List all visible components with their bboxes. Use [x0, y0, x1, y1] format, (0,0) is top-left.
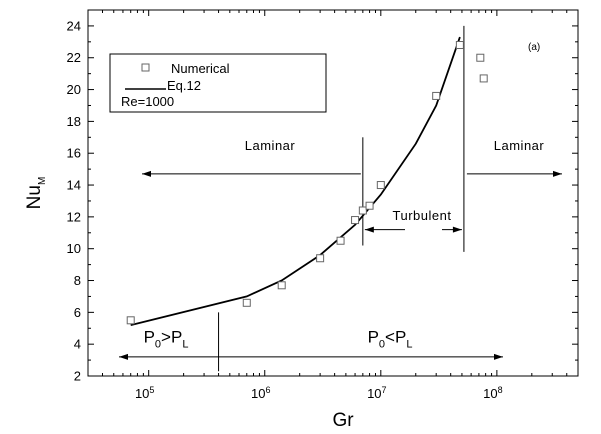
- x-axis: 105 106 107 108: [87, 10, 579, 401]
- numerical-point: [476, 53, 485, 62]
- x-tick-label-base: 10: [251, 386, 265, 401]
- y-tick-label: 22: [67, 50, 81, 65]
- pressure-left-label-part: P: [171, 328, 182, 347]
- y-tick-label: 8: [74, 273, 81, 288]
- numerical-point: [351, 216, 360, 225]
- plot-frame: [87, 9, 579, 377]
- x-tick-label: 107: [367, 385, 386, 401]
- pressure-left-label-part: P: [144, 328, 155, 347]
- legend-label-eq12: Eq.12: [167, 78, 201, 93]
- y-tick-label: 18: [67, 114, 81, 129]
- x-tick-label: 105: [135, 385, 154, 401]
- legend: Numerical Eq.12 Re=1000: [109, 53, 327, 113]
- series-eq12: [130, 36, 461, 326]
- legend-label-re: Re=1000: [121, 94, 174, 109]
- numerical-point: [316, 254, 325, 263]
- x-tick-label-exponent: 6: [265, 385, 270, 395]
- pressure-right-label-part: L: [406, 339, 412, 351]
- x-tick-label-base: 10: [483, 386, 497, 401]
- pressure-right-label-part: P: [368, 328, 379, 347]
- y-tick-label: 6: [74, 305, 81, 320]
- turbulent-label: Turbulent: [393, 208, 452, 223]
- numerical-point: [277, 281, 286, 290]
- pressure-left-label-part: 0: [155, 339, 161, 351]
- x-tick-label-exponent: 8: [498, 385, 503, 395]
- x-tick-label: 106: [251, 385, 270, 401]
- y-tick-label: 4: [74, 337, 81, 352]
- pressure-right-label: P0<PL: [368, 328, 413, 351]
- turbulent-arrow-right-head: [452, 226, 462, 233]
- numerical-point: [432, 91, 441, 100]
- laminar-left-label: Laminar: [245, 138, 296, 153]
- x-tick-label-base: 10: [367, 386, 381, 401]
- numerical-point: [242, 298, 251, 307]
- laminar-left-arrow-head: [142, 170, 151, 177]
- x-tick-label-exponent: 7: [382, 385, 387, 395]
- y-axis-title-sub: M: [37, 177, 48, 185]
- legend-label-numerical: Numerical: [171, 61, 230, 76]
- y-tick-label: 24: [67, 18, 81, 33]
- x-axis-title: Gr: [332, 410, 354, 431]
- pressure-right-label-part: <: [385, 328, 395, 347]
- x-tick-label-base: 10: [135, 386, 149, 401]
- x-tick-label-exponent: 5: [149, 385, 154, 395]
- numerical-point: [358, 206, 367, 215]
- numerical-point: [336, 236, 345, 245]
- panel-label: (a): [528, 42, 540, 53]
- laminar-right-label: Laminar: [494, 138, 545, 153]
- numerical-point: [376, 181, 385, 190]
- pressure-left-label: P0>PL: [144, 328, 189, 351]
- eq12-line: [130, 36, 461, 326]
- numerical-point: [126, 316, 135, 325]
- pressure-left-arrow-head: [119, 353, 128, 360]
- pressure-right-label-part: 0: [379, 339, 385, 351]
- numerical-point: [365, 201, 374, 210]
- x-tick-label: 108: [483, 385, 502, 401]
- series-numerical: [126, 41, 488, 325]
- numerical-point: [479, 74, 488, 83]
- turbulent-arrow-left-head: [364, 226, 374, 233]
- y-tick-label: 16: [67, 146, 81, 161]
- y-axis-title-main: Nu: [24, 185, 45, 209]
- pressure-left-label-part: >: [161, 328, 171, 347]
- laminar-right-arrow-head: [553, 170, 562, 177]
- y-tick-label: 10: [67, 241, 81, 256]
- pressure-left-label-part: L: [182, 339, 188, 351]
- pressure-right-label-part: P: [395, 328, 406, 347]
- y-tick-label: 20: [67, 82, 81, 97]
- y-tick-label: 2: [74, 369, 81, 384]
- y-tick-label: 14: [67, 178, 81, 193]
- y-tick-label: 12: [67, 209, 81, 224]
- legend-marker-numerical: [141, 63, 150, 72]
- numerical-point: [455, 41, 464, 50]
- y-axis-title: NuM: [24, 177, 48, 210]
- pressure-right-arrow-head: [494, 353, 503, 360]
